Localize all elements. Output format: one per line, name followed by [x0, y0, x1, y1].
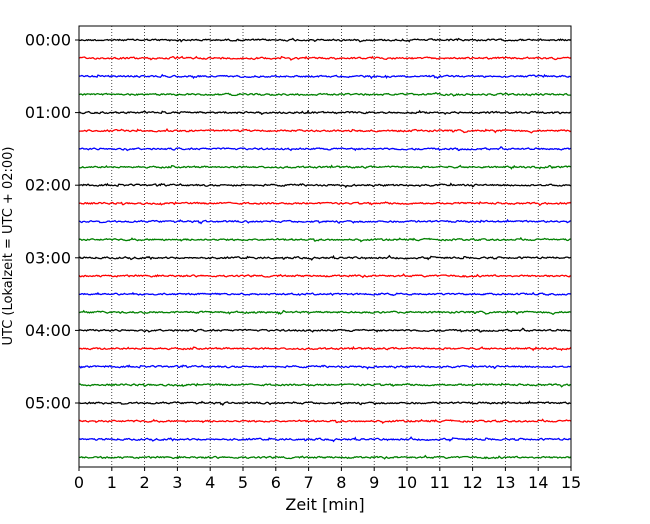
x-tick-label: 9	[369, 473, 379, 492]
trace-row-0500	[78, 400, 572, 407]
x-tick-label: 8	[336, 473, 346, 492]
x-axis-label: Zeit [min]	[285, 495, 364, 514]
y-tick-label: 01:00	[25, 103, 71, 122]
trace-row-0415	[78, 345, 572, 352]
trace-row-0430	[78, 363, 572, 370]
trace-row-0115	[78, 128, 572, 134]
trace-row-0230	[79, 218, 572, 225]
trace-row-0515	[78, 418, 572, 424]
trace-row-0215	[78, 200, 572, 207]
x-tick-label: 1	[107, 473, 117, 492]
trace-row-0245	[78, 236, 572, 243]
trace-row-0445	[78, 382, 572, 388]
trace-row-0200	[78, 182, 572, 189]
trace-row-0015	[78, 55, 572, 61]
x-tick-label: 12	[462, 473, 482, 492]
trace-row-0345	[78, 309, 572, 316]
x-tick-label: 6	[271, 473, 281, 492]
x-tick-label: 5	[238, 473, 248, 492]
x-tick-label: 7	[304, 473, 314, 492]
trace-row-0000	[78, 37, 572, 43]
trace-row-0030	[78, 73, 572, 80]
trace-row-0300	[78, 254, 572, 261]
grid-layer	[111, 26, 539, 467]
y-tick-label: 00:00	[25, 31, 71, 50]
y-ticks: 00:00 01:00 02:00 03:00 04:00 05:00	[25, 31, 79, 413]
x-tick-label: 11	[430, 473, 450, 492]
trace-row-0530	[78, 436, 572, 443]
trace-row-0100	[78, 109, 572, 115]
x-tick-label: 14	[528, 473, 548, 492]
trace-row-0315	[78, 273, 572, 279]
x-ticks: 0 1 2 3 4 5 6 7 8 9 10 11 12 13 14 15	[74, 467, 581, 492]
trace-row-0545	[78, 454, 572, 460]
trace-row-0145	[78, 164, 572, 170]
y-tick-label: 04:00	[25, 321, 71, 340]
y-axis-label: UTC (Lokalzeit = UTC + 02:00)	[1, 147, 16, 346]
x-tick-label: 4	[205, 473, 215, 492]
trace-row-0045	[78, 91, 572, 97]
y-tick-label: 05:00	[25, 394, 71, 413]
x-tick-label: 15	[561, 473, 581, 492]
x-tick-label: 3	[172, 473, 182, 492]
x-tick-label: 10	[397, 473, 417, 492]
y-tick-label: 02:00	[25, 176, 71, 195]
trace-row-0130	[78, 146, 572, 152]
trace-row-0330	[78, 291, 572, 297]
trace-row-0400	[78, 327, 572, 333]
x-tick-label: 13	[495, 473, 515, 492]
x-tick-label: 0	[74, 473, 84, 492]
x-tick-label: 2	[140, 473, 150, 492]
traces-layer	[78, 37, 572, 460]
y-tick-label: 03:00	[25, 248, 71, 267]
plot-frame	[78, 25, 572, 468]
